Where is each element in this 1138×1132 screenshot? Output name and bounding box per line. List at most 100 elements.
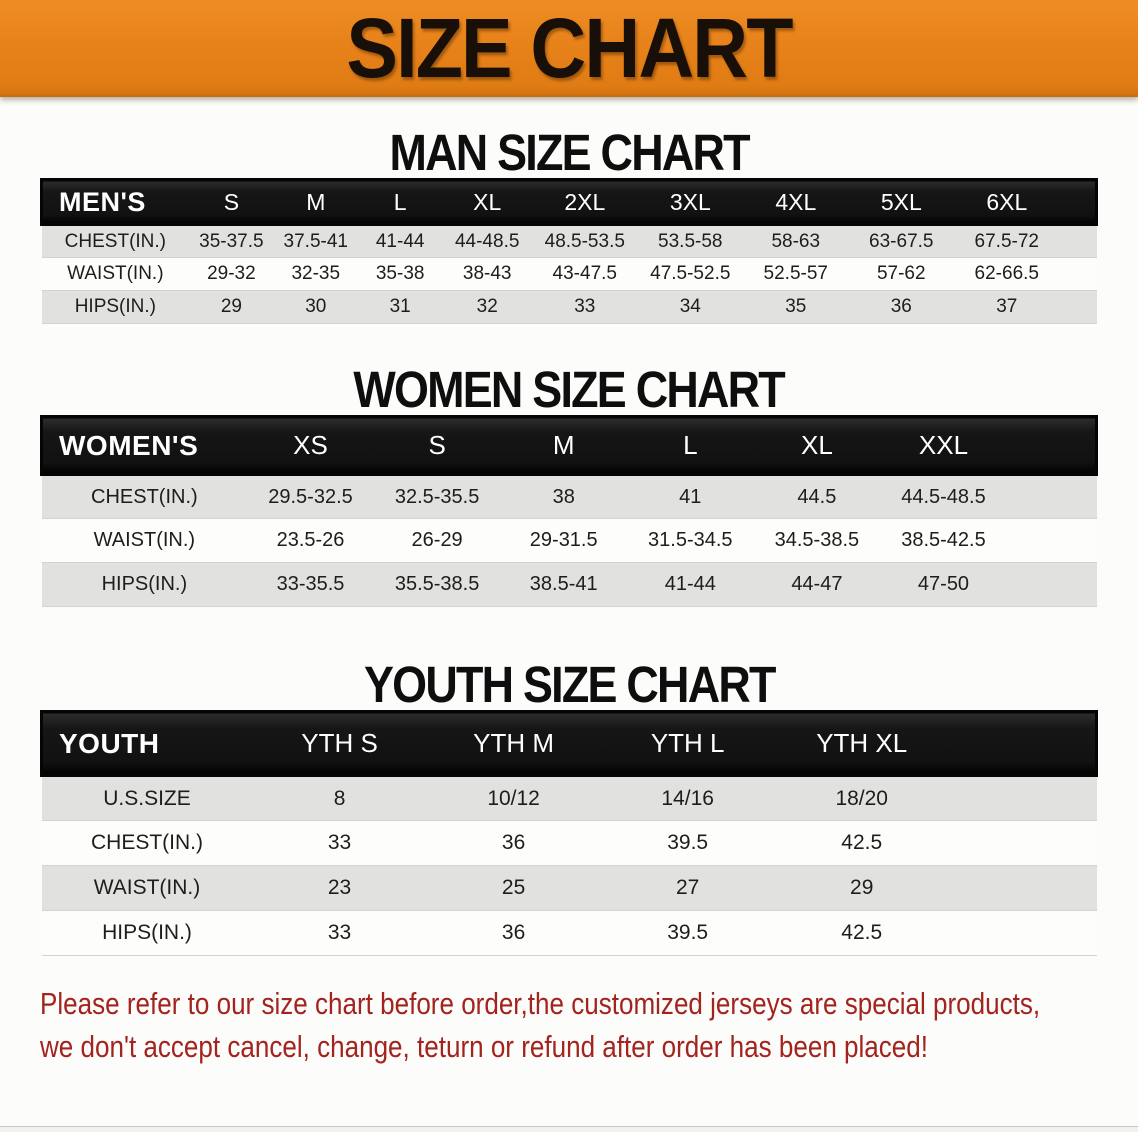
table-header-label: WOMEN'S xyxy=(40,415,248,476)
value-cell: 10/12 xyxy=(426,775,601,821)
value-cell: 37.5-41 xyxy=(273,224,358,258)
filler-cell xyxy=(948,820,1097,866)
value-cell: 29.5-32.5 xyxy=(247,474,374,519)
size-column-header: S xyxy=(373,415,501,476)
value-cell: 32.5-35.5 xyxy=(373,474,501,519)
table-header-row: WOMEN'S XS S M L XL XXL xyxy=(40,415,1098,476)
section-youth: YOUTH SIZE CHART YOUTH YTH S YTH M YTH L YTH… xyxy=(0,659,1138,956)
size-column-header: YTH M xyxy=(426,710,601,777)
youth-size-table: YOUTH YTH S YTH M YTH L YTH XL U.S.SIZE 8 10/12… xyxy=(40,710,1098,956)
value-cell: 53.5-58 xyxy=(637,224,744,258)
row-label: CHEST(IN.) xyxy=(41,820,253,866)
size-column-header: S xyxy=(189,178,274,226)
table-row: CHEST(IN.) 33 36 39.5 42.5 xyxy=(41,820,1097,866)
value-cell: 62-66.5 xyxy=(954,257,1060,291)
value-cell: 29 xyxy=(189,290,274,324)
filler-cell xyxy=(1006,518,1097,563)
value-cell: 48.5-53.5 xyxy=(532,224,638,258)
value-cell: 25 xyxy=(426,865,601,911)
value-cell: 39.5 xyxy=(600,910,775,956)
value-cell: 39.5 xyxy=(600,820,775,866)
filler-cell xyxy=(1006,474,1097,519)
size-column-header: YTH XL xyxy=(774,710,949,777)
section-men: MAN SIZE CHART MEN'S S M L XL 2XL 3XL 4XL 5XL 6XL… xyxy=(0,127,1138,324)
filler-cell xyxy=(1006,415,1098,476)
value-cell: 52.5-57 xyxy=(743,257,849,291)
youth-size-chart-title: YOUTH SIZE CHART xyxy=(363,656,776,713)
table-row: HIPS(IN.) 33-35.5 35.5-38.5 38.5-41 41-44 44-… xyxy=(41,562,1097,607)
value-cell: 23.5-26 xyxy=(247,518,374,563)
size-column-header: 4XL xyxy=(743,178,849,226)
size-column-header: YTH S xyxy=(252,710,427,777)
filler-cell xyxy=(948,865,1097,911)
filler-cell xyxy=(1059,257,1097,291)
value-cell: 36 xyxy=(848,290,955,324)
value-cell: 32-35 xyxy=(273,257,358,291)
size-column-header: XXL xyxy=(880,415,1007,476)
value-cell: 44-48.5 xyxy=(442,224,533,258)
value-cell: 44.5 xyxy=(753,474,881,519)
size-column-header: XL xyxy=(753,415,881,476)
table-header-label: YOUTH xyxy=(40,710,253,777)
value-cell: 38 xyxy=(500,474,627,519)
value-cell: 18/20 xyxy=(774,775,949,821)
size-column-header: L xyxy=(627,415,754,476)
value-cell: 29 xyxy=(774,865,949,911)
value-cell: 35.5-38.5 xyxy=(373,562,501,607)
value-cell: 23 xyxy=(252,865,427,911)
size-column-header: L xyxy=(357,178,443,226)
value-cell: 29-32 xyxy=(189,257,274,291)
value-cell: 44.5-48.5 xyxy=(880,474,1007,519)
row-label: U.S.SIZE xyxy=(41,775,253,821)
value-cell: 38.5-41 xyxy=(500,562,627,607)
size-column-header: 6XL xyxy=(954,178,1060,226)
filler-cell xyxy=(1059,224,1097,258)
row-label: WAIST(IN.) xyxy=(41,865,253,911)
row-label: HIPS(IN.) xyxy=(41,562,248,607)
value-cell: 31.5-34.5 xyxy=(627,518,754,563)
table-row: CHEST(IN.) 35-37.5 37.5-41 41-44 44-48.5 48.5… xyxy=(41,224,1097,258)
value-cell: 34 xyxy=(637,290,744,324)
filler-cell xyxy=(948,710,1098,777)
value-cell: 33 xyxy=(532,290,638,324)
value-cell: 27 xyxy=(600,865,775,911)
value-cell: 38.5-42.5 xyxy=(880,518,1007,563)
size-column-header: M xyxy=(500,415,627,476)
size-chart-banner: SIZE CHART xyxy=(0,0,1138,97)
section-women: WOMEN SIZE CHART WOMEN'S XS S M L XL XXL CHEST(… xyxy=(0,364,1138,607)
filler-cell xyxy=(1006,562,1097,607)
size-column-header: YTH L xyxy=(600,710,775,777)
table-row: WAIST(IN.) 23.5-26 26-29 29-31.5 31.5-34.5 34… xyxy=(41,518,1097,563)
value-cell: 8 xyxy=(252,775,427,821)
value-cell: 43-47.5 xyxy=(532,257,638,291)
value-cell: 44-47 xyxy=(753,562,881,607)
value-cell: 41-44 xyxy=(627,562,754,607)
table-header-row: YOUTH YTH S YTH M YTH L YTH XL xyxy=(40,710,1098,777)
table-row: HIPS(IN.) 29 30 31 32 33 34 35 36 37 xyxy=(41,290,1097,324)
row-label: HIPS(IN.) xyxy=(41,290,190,324)
row-label: WAIST(IN.) xyxy=(41,518,248,563)
table-row: CHEST(IN.) 29.5-32.5 32.5-35.5 38 41 44.5 44.5… xyxy=(41,474,1097,519)
value-cell: 36 xyxy=(426,820,601,866)
disclaimer-line-1: Please refer to our size chart before or… xyxy=(40,986,1041,1021)
value-cell: 33-35.5 xyxy=(247,562,374,607)
row-label: HIPS(IN.) xyxy=(41,910,253,956)
value-cell: 42.5 xyxy=(774,910,949,956)
bottom-edge-strip xyxy=(0,1126,1138,1132)
value-cell: 33 xyxy=(252,820,427,866)
disclaimer-line-2: we don't accept cancel, change, teturn o… xyxy=(40,1029,929,1064)
value-cell: 38-43 xyxy=(442,257,533,291)
size-column-header: XL xyxy=(442,178,533,226)
value-cell: 42.5 xyxy=(774,820,949,866)
value-cell: 58-63 xyxy=(743,224,849,258)
filler-cell xyxy=(948,910,1097,956)
value-cell: 31 xyxy=(357,290,443,324)
value-cell: 35-38 xyxy=(357,257,443,291)
men-size-table: MEN'S S M L XL 2XL 3XL 4XL 5XL 6XL CHEST(IN.) 35-37… xyxy=(40,178,1098,324)
table-row: HIPS(IN.) 33 36 39.5 42.5 xyxy=(41,910,1097,956)
row-label: CHEST(IN.) xyxy=(41,224,190,258)
value-cell: 63-67.5 xyxy=(848,224,955,258)
table-row: WAIST(IN.) 29-32 32-35 35-38 38-43 43-47.5 47.… xyxy=(41,257,1097,291)
women-size-chart-title: WOMEN SIZE CHART xyxy=(353,361,786,418)
filler-cell xyxy=(1059,178,1098,226)
